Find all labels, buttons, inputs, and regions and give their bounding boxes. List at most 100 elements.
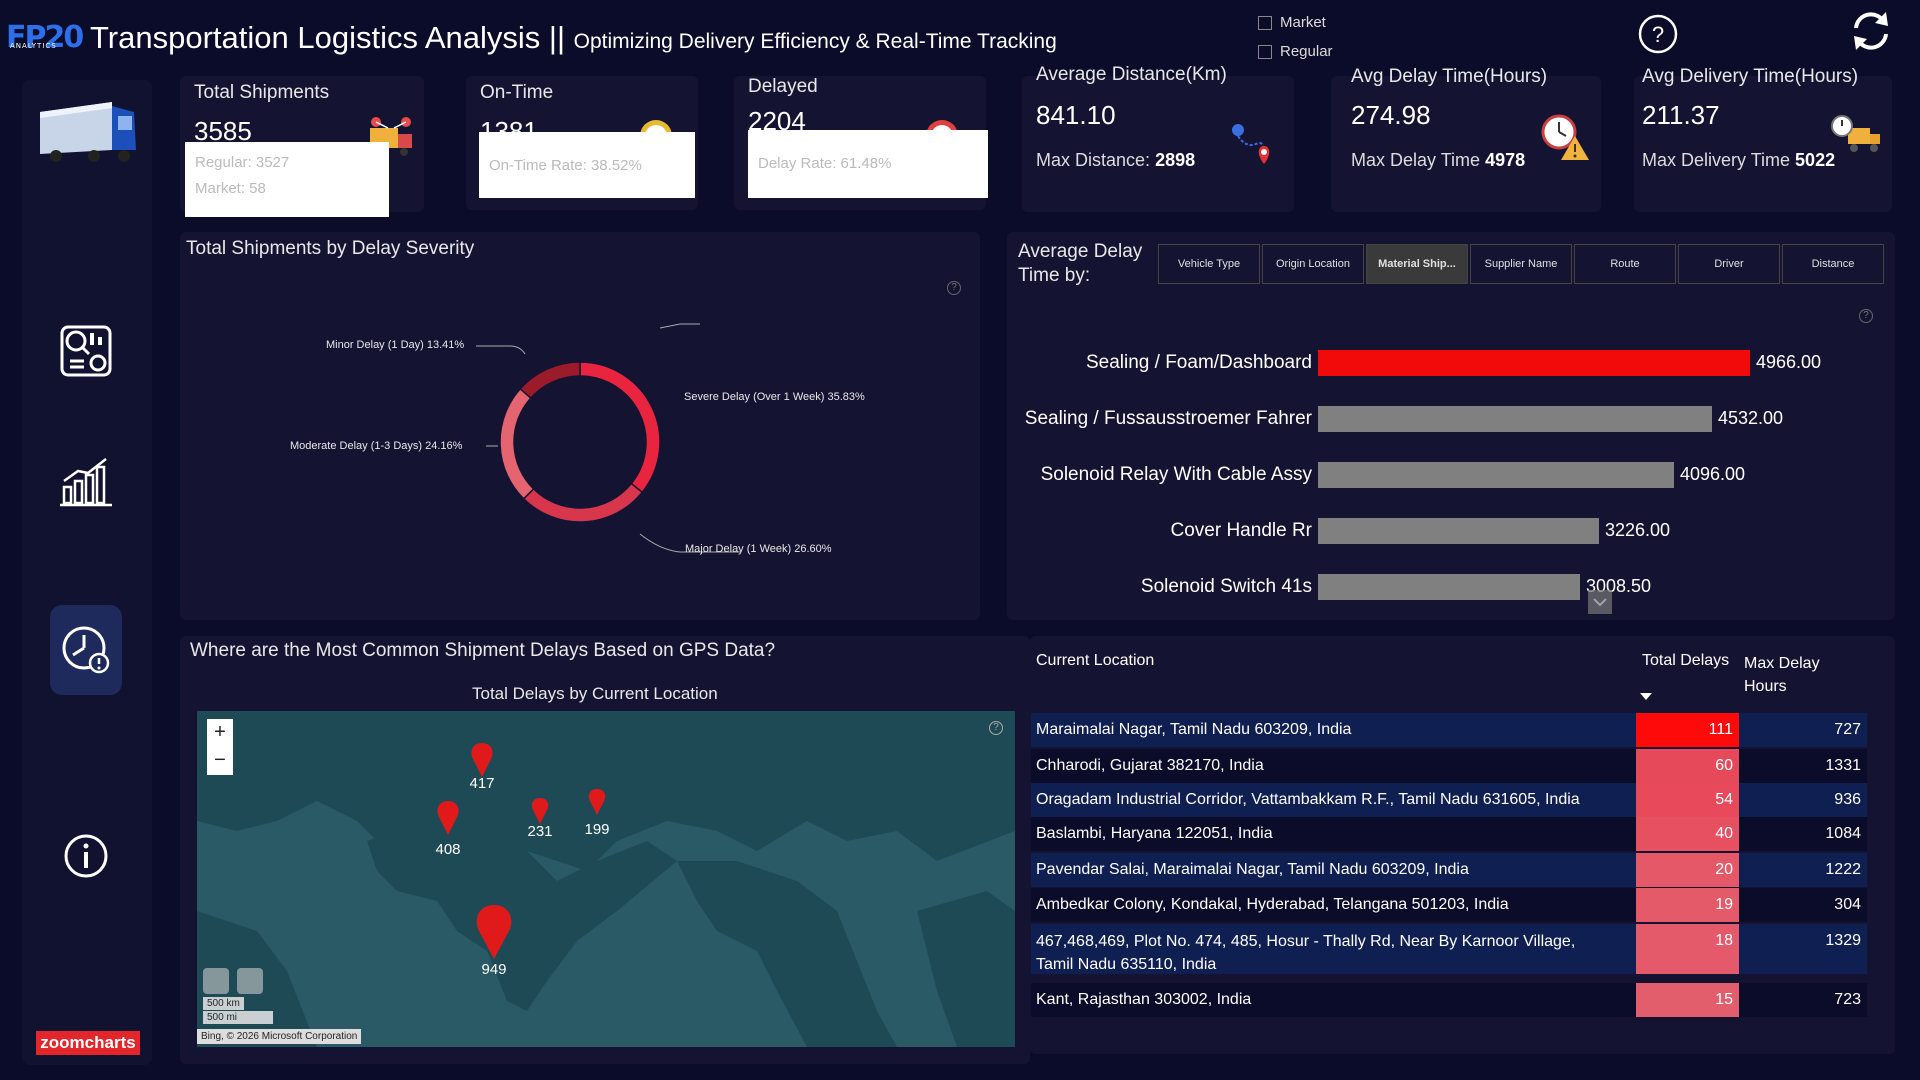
donut-slice[interactable] [522, 482, 644, 523]
table-row[interactable]: Kant, Rajasthan 303002, India 15 723 [1031, 983, 1867, 1017]
bar-value-label: 3226.00 [1605, 520, 1671, 540]
question-icon[interactable]: ? [989, 721, 1003, 735]
tab-vehicle-type[interactable]: Vehicle Type [1158, 244, 1260, 284]
bar-row[interactable]: Cover Handle Rr 3226.00 [1010, 516, 1890, 546]
bar-category-label: Cover Handle Rr [1170, 520, 1313, 541]
bar-row[interactable]: Solenoid Relay With Cable Assy 4096.00 [1010, 460, 1890, 490]
refresh-icon[interactable] [1848, 8, 1892, 52]
nav-trends-button[interactable] [50, 445, 122, 517]
cell-total-delays: 15 [1636, 983, 1739, 1017]
bar-category-label: Sealing / Fussausstroemer Fahrer [1024, 408, 1312, 429]
map-pin[interactable] [528, 796, 552, 831]
page-title-main: Transportation Logistics Analysis || [90, 20, 566, 55]
cell-location: Baslambi, Haryana 122051, India [1036, 825, 1273, 842]
reset-map-icon[interactable] [237, 968, 263, 994]
zoomcharts-badge[interactable]: zoomcharts [36, 1031, 140, 1055]
kpi-value: 211.37 [1642, 100, 1720, 130]
table-row[interactable]: Pavendar Salai, Maraimalai Nagar, Tamil … [1031, 853, 1867, 887]
kpi-label: Total Shipments [194, 82, 330, 103]
tooltip-market: Market: 58 [195, 180, 266, 197]
bar-category-label: Solenoid Switch 41s [1140, 576, 1312, 597]
donut-leader-line [476, 345, 526, 355]
analysis-icon [60, 325, 112, 377]
bar[interactable] [1318, 462, 1674, 488]
map-pin[interactable] [467, 741, 497, 784]
map-section-title: Where are the Most Common Shipment Delay… [190, 640, 776, 661]
bar-value-label: 4966.00 [1756, 352, 1822, 372]
checkbox-icon[interactable] [1258, 44, 1272, 59]
map-pin-label: 231 [527, 823, 553, 840]
delay-map[interactable]: + − ? 417 408 231 199 949 500 km 500 mi … [197, 711, 1015, 1047]
nav-analysis-button[interactable] [50, 315, 122, 387]
zoom-in-button[interactable]: + [207, 719, 233, 747]
donut-slice[interactable] [499, 387, 535, 500]
zoom-out-button[interactable]: − [207, 747, 233, 775]
table-row[interactable]: Ambedkar Colony, Kondakal, Hyderabad, Te… [1031, 888, 1867, 922]
donut-slice[interactable] [579, 361, 661, 494]
brand-logo: FP20 ANALYTICS [6, 20, 84, 56]
bar[interactable] [1318, 406, 1712, 432]
kpi-label: On-Time [480, 82, 554, 103]
donut-slice[interactable] [519, 361, 581, 400]
donut-leader-line [659, 323, 700, 329]
bar-row[interactable]: Sealing / Fussausstroemer Fahrer 4532.00 [1010, 404, 1890, 434]
sidebar: zoomcharts [22, 80, 152, 1065]
nav-delays-button[interactable] [50, 605, 122, 695]
sort-desc-icon[interactable] [1640, 693, 1652, 700]
question-icon[interactable]: ? [947, 281, 961, 295]
table-row[interactable]: 467,468,469, Plot No. 474, 485, Hosur - … [1031, 924, 1867, 974]
map-pin[interactable] [471, 903, 517, 966]
bar[interactable] [1318, 574, 1580, 600]
column-header-total-delays[interactable]: Total Delays [1642, 652, 1730, 669]
table-row[interactable]: Baslambi, Haryana 122051, India 40 1084 [1031, 817, 1867, 851]
info-icon [64, 834, 108, 878]
cell-max-delay: 1331 [1825, 757, 1861, 774]
bar[interactable] [1318, 350, 1750, 376]
cell-max-delay: 936 [1834, 791, 1861, 808]
bar-category-label: Sealing / Foam/Dashboard [1085, 352, 1312, 373]
column-header-max-delay[interactable]: Max Delay Hours [1744, 655, 1820, 695]
delivery-clock-icon [1830, 112, 1884, 161]
donut-chart [476, 323, 740, 553]
nav-info-button[interactable] [50, 820, 122, 892]
table-row[interactable]: Oragadam Industrial Corridor, Vattambakk… [1031, 783, 1867, 817]
tab-origin-location[interactable]: Origin Location [1262, 244, 1364, 284]
cell-location: Chharodi, Gujarat 382170, India [1036, 757, 1264, 774]
bar-row[interactable]: Sealing / Foam/Dashboard 4966.00 [1010, 348, 1890, 378]
kpi-value: 841.10 [1036, 100, 1116, 130]
table-row[interactable]: Maraimalai Nagar, Tamil Nadu 603209, Ind… [1031, 713, 1867, 747]
cell-location: Ambedkar Colony, Kondakal, Hyderabad, Te… [1036, 896, 1509, 913]
tab-supplier-name[interactable]: Supplier Name [1470, 244, 1572, 284]
map-pin[interactable] [433, 799, 463, 842]
filter-market[interactable]: Market [1258, 14, 1326, 31]
cell-location: Kant, Rajasthan 303002, India [1036, 991, 1252, 1008]
cell-location: 467,468,469, Plot No. 474, 485, Hosur - … [1036, 933, 1576, 973]
kpi-avg-distance: Average Distance(Km) 841.10 Max Distance… [1022, 64, 1294, 212]
filter-regular-label: Regular [1280, 43, 1333, 60]
bar[interactable] [1318, 518, 1599, 544]
filter-regular[interactable]: Regular [1258, 43, 1333, 60]
map-pin[interactable] [585, 787, 609, 822]
bar-row[interactable]: Solenoid Switch 41s 3008.50 [1010, 572, 1890, 602]
help-icon[interactable]: ? [1636, 12, 1680, 56]
filter-market-label: Market [1280, 14, 1326, 31]
cell-location: Maraimalai Nagar, Tamil Nadu 603209, Ind… [1036, 721, 1352, 738]
donut-label-major: Major Delay (1 Week) 26.60% [685, 543, 832, 555]
bar-category-label: Solenoid Relay With Cable Assy [1040, 464, 1312, 485]
tab-material-shipped[interactable]: Material Ship... [1366, 244, 1468, 284]
svg-text:?: ? [1652, 22, 1664, 47]
tooltip-total-shipments: Regular: 3527 Market: 58 [185, 142, 389, 217]
column-header-location[interactable]: Current Location [1036, 652, 1155, 669]
page-subtitle: Optimizing Delivery Efficiency & Real-Ti… [573, 30, 1057, 53]
cell-total-delays: 18 [1636, 924, 1739, 974]
question-icon[interactable]: ? [1859, 309, 1873, 323]
lasso-icon[interactable] [203, 968, 229, 994]
map-attribution: Bing, © 2026 Microsoft Corporation [197, 1029, 362, 1044]
tab-distance[interactable]: Distance [1782, 244, 1884, 284]
scroll-down-icon[interactable] [1588, 590, 1612, 614]
tab-route[interactable]: Route [1574, 244, 1676, 284]
table-row[interactable]: Chharodi, Gujarat 382170, India 60 1331 [1031, 749, 1867, 783]
checkbox-icon[interactable] [1258, 15, 1272, 30]
tab-driver[interactable]: Driver [1678, 244, 1780, 284]
map-land [197, 711, 1015, 1047]
